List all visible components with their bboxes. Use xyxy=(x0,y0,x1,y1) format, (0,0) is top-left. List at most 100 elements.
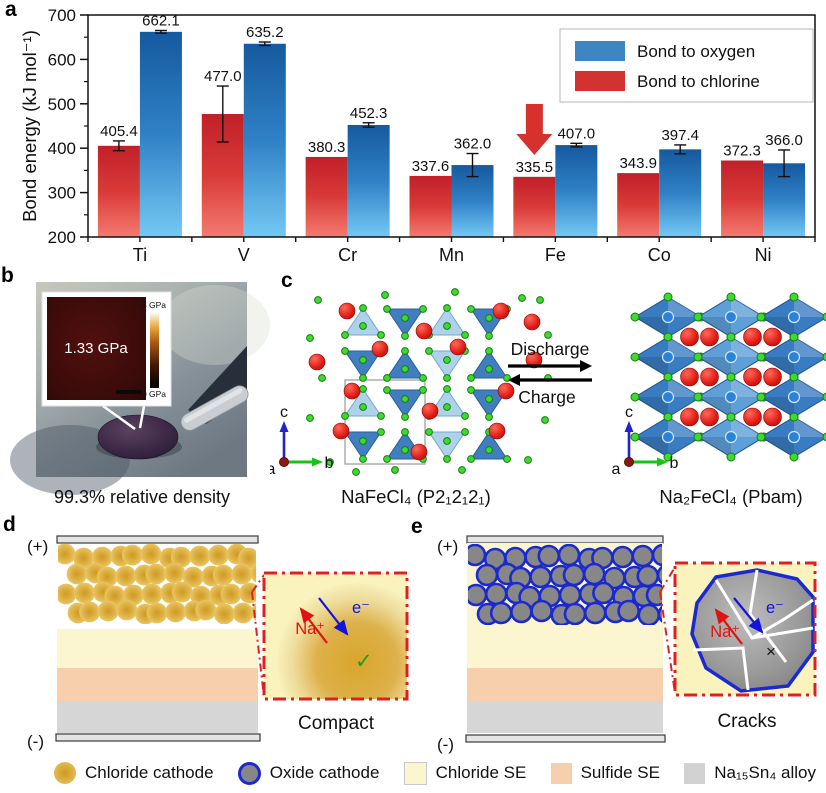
chart-bar xyxy=(305,156,348,237)
cl-atom xyxy=(467,374,475,382)
cl-atom xyxy=(789,372,799,382)
oxide-particle xyxy=(617,599,640,623)
na-ion-arrow xyxy=(714,608,743,645)
crack-line xyxy=(692,646,750,691)
cl-atom xyxy=(443,455,451,463)
c-axis-arrowhead xyxy=(279,421,289,432)
highlight-arrow-icon xyxy=(516,104,553,155)
fecl4-tetrahedron xyxy=(386,389,424,418)
cl-atom xyxy=(524,456,532,464)
alloy-swatch xyxy=(684,762,706,784)
cl-atom xyxy=(359,356,367,364)
chloride-particle xyxy=(232,602,254,624)
cl-atom xyxy=(544,331,552,339)
category-label: Fe xyxy=(545,245,566,265)
a-axis-label: a xyxy=(612,461,621,478)
colorbar xyxy=(150,312,159,388)
cl-atom xyxy=(822,392,826,402)
right-formula: Na₂FeCl₄ (Pbam) xyxy=(659,486,802,507)
fecl4-tetrahedron xyxy=(470,431,508,460)
chloride-se-layer xyxy=(57,629,258,668)
na-atom xyxy=(763,367,782,387)
fecl4-tetrahedron xyxy=(386,350,424,379)
y-tick-label: 300 xyxy=(48,184,76,203)
chloride-particle xyxy=(208,544,229,566)
oxide-particle xyxy=(636,564,660,588)
na-atom xyxy=(700,367,719,387)
octahedron-face xyxy=(635,317,668,337)
cl-atom xyxy=(485,395,493,403)
y-tick-label: 400 xyxy=(48,139,76,158)
cl-atom xyxy=(401,446,409,454)
octahedron-face xyxy=(668,297,701,317)
cl-atom xyxy=(467,305,475,313)
fecl4-tetrahedron xyxy=(470,350,508,379)
na-atom xyxy=(743,367,762,387)
fe-atom xyxy=(724,390,738,404)
chloride-particle xyxy=(250,563,256,583)
chloride-particle xyxy=(214,603,235,624)
cl-atom xyxy=(401,395,409,403)
chloride-cathode-swatch xyxy=(54,762,76,784)
chloride-particle xyxy=(164,562,186,584)
value-label: 405.4 xyxy=(100,123,138,140)
c-axis-arrowhead xyxy=(624,421,634,432)
oxide-particle xyxy=(631,544,655,568)
cl-atom xyxy=(391,466,399,474)
chloride-particle xyxy=(79,601,100,623)
cl-atom xyxy=(756,432,766,442)
oxide-particle xyxy=(611,545,634,569)
charge-label: Charge xyxy=(518,387,575,407)
chloride-particle xyxy=(141,583,163,605)
chloride-particle xyxy=(74,582,95,604)
cl-atom xyxy=(726,452,736,462)
cl-atom xyxy=(425,428,433,436)
cl-atom xyxy=(822,432,826,442)
fecl4-tetrahedron xyxy=(386,308,424,337)
chloride-cathode-particles xyxy=(58,544,256,624)
octahedron-face xyxy=(794,337,826,357)
octahedron-face xyxy=(731,337,764,357)
oxide-particle xyxy=(656,565,662,585)
value-label: 366.0 xyxy=(765,132,803,149)
chloride-particle xyxy=(121,544,143,566)
a-axis-label: a xyxy=(270,461,276,478)
y-tick-label: 200 xyxy=(48,228,76,247)
y-tick-label: 700 xyxy=(48,6,76,25)
cl-atom xyxy=(485,347,493,355)
discharge-label: Discharge xyxy=(511,339,590,359)
oxide-particle xyxy=(489,601,513,625)
chloride-particle xyxy=(66,563,88,585)
callout-line xyxy=(102,404,136,431)
category-label: Ni xyxy=(755,245,772,265)
value-label: 362.0 xyxy=(454,136,492,153)
chloride-cell-panel: (+) (-) Na⁺ e⁻ ✓ Compact xyxy=(27,535,409,751)
oxide-particle xyxy=(583,601,607,625)
cl-atom xyxy=(306,414,314,422)
chloride-particle xyxy=(170,546,192,568)
cl-atom xyxy=(443,356,451,364)
cl-atom xyxy=(822,352,826,362)
cl-atom xyxy=(756,392,766,402)
value-label: 380.3 xyxy=(308,139,346,156)
cl-atom xyxy=(756,312,766,322)
panel-label-b: b xyxy=(1,264,14,287)
cl-atom xyxy=(541,416,549,424)
cl-atom xyxy=(359,455,367,463)
electron-arrow xyxy=(733,597,764,634)
electron-label: e⁻ xyxy=(352,599,370,617)
top-electrode xyxy=(56,535,259,544)
fe-atom xyxy=(661,310,675,324)
oxide-particle xyxy=(582,562,606,586)
na-atom xyxy=(523,313,541,331)
oxide-cathode-swatch xyxy=(237,761,261,785)
octahedron-face xyxy=(668,337,701,357)
cl-atom xyxy=(467,455,475,463)
chloride-particle xyxy=(145,563,167,585)
cl-atom xyxy=(359,437,367,445)
cl-atom xyxy=(377,331,385,339)
cracks-label: Cracks xyxy=(717,711,776,732)
legend-swatch xyxy=(575,41,625,61)
alloy-layer xyxy=(467,701,663,733)
pellet-disc xyxy=(97,414,179,460)
